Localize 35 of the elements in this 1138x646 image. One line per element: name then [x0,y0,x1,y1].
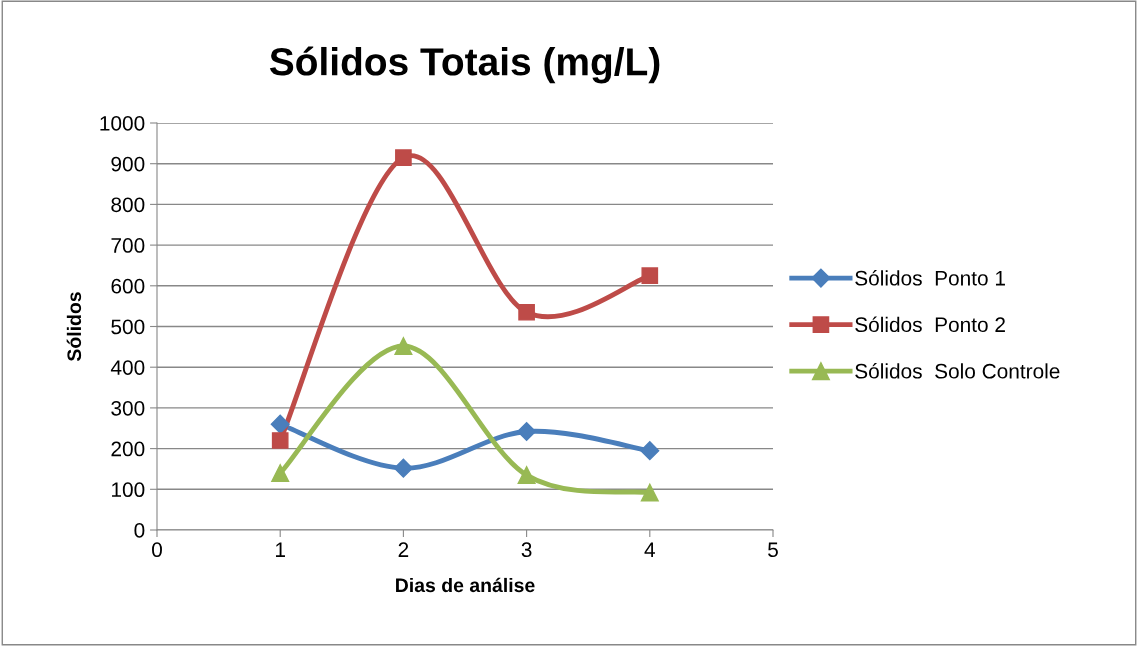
chart-title: Sólidos Totais (mg/L) [269,46,660,84]
point [517,466,536,485]
x-tick-label: 4 [644,542,655,557]
x-tick-label: 1 [276,542,285,557]
x-tick-label: 2 [398,542,409,557]
x-tick-label: 0 [152,542,162,558]
y-tick-label: 100 [112,482,145,498]
legend-label: Sólidos Ponto 1 [855,270,1005,286]
point [517,421,537,442]
y-tick-label: 900 [111,156,145,172]
y-tick-label: 700 [111,238,145,253]
y-axis-title: Sólidos [66,292,82,362]
point [394,337,413,356]
point [393,458,413,478]
point [640,441,660,461]
y-tick-label: 200 [111,441,145,457]
point [640,483,659,502]
point [271,463,290,483]
y-tick-label: 500 [111,319,145,335]
y-tick-label: 600 [111,278,145,294]
x-tick-label: 5 [768,542,778,558]
point [641,267,659,284]
y-tick-label: 800 [111,197,145,213]
y-tick-label: 1000 [100,116,145,131]
point [270,414,290,434]
y-tick-label: 300 [111,400,145,416]
legend-label: Sólidos Solo Controle [855,363,1060,379]
x-axis-title: Dias de análise [396,577,535,593]
point [271,432,289,449]
legend-label: Sólidos Ponto 2 [855,316,1005,333]
x-tick-label: 3 [521,542,532,558]
point [518,303,535,321]
y-tick-label: 400 [110,360,145,375]
point [395,149,412,166]
y-tick-label: 0 [134,523,145,538]
